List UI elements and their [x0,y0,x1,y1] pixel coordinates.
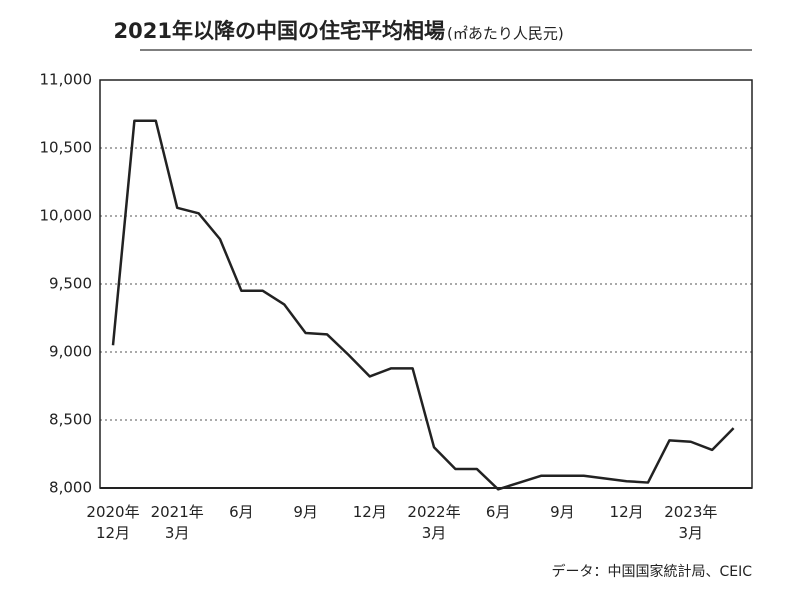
y-tick-label: 11,000 [40,71,93,89]
chart-title: 2021年以降の中国の住宅平均相場 [114,19,445,43]
x-tick-label: 6月 [229,503,254,521]
chart-subtitle: (㎡あたり人民元) [447,25,564,43]
y-tick-label: 8,000 [49,479,92,497]
source-note: データ：中国国家統計局、CEIC [551,563,752,580]
y-tick-label: 10,000 [40,207,93,225]
x-tick-label: 2022年 3月 [407,503,461,542]
line-series [111,119,735,491]
y-tick-label: 8,500 [49,411,92,429]
y-tick-label: 10,500 [40,139,93,157]
x-tick-label: 9月 [550,503,575,521]
x-tick-label: 12月 [609,503,644,521]
y-tick-label: 9,500 [49,275,92,293]
x-tick-label: 9月 [293,503,318,521]
y-tick-label: 9,000 [49,343,92,361]
x-tick-label: 12月 [352,503,387,521]
x-tick-label: 2023年 3月 [664,503,718,542]
x-tick-label: 6月 [485,503,511,521]
x-tick-label: 2021年 3月 [150,503,204,542]
x-tick-label: 2020年 12月 [86,503,140,542]
